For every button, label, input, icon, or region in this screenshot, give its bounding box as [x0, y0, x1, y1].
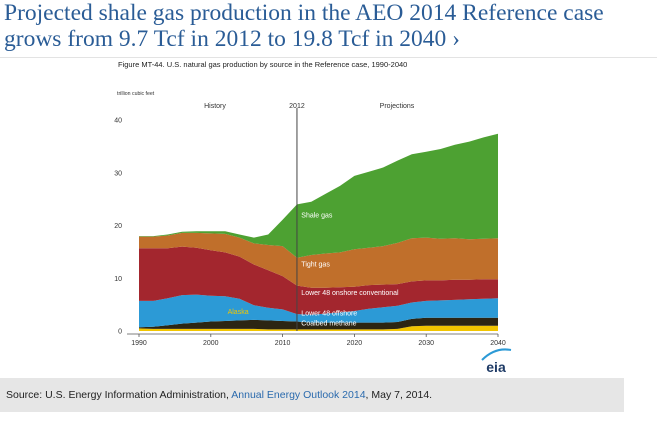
- projections-label: Projections: [380, 103, 415, 110]
- area-label-offshore: Lower 48 offshore: [301, 311, 357, 318]
- x-tick-label-1990: 1990: [131, 340, 147, 347]
- y-tick-label-20: 20: [114, 223, 122, 230]
- eia-logo-arc-icon: [481, 348, 512, 361]
- area-coalbed: [139, 317, 498, 330]
- area-layers: [139, 133, 498, 331]
- area-shale: [139, 133, 498, 258]
- area-label-onshore: Lower 48 onshore conventional: [301, 290, 399, 297]
- area-labels: Shale gas Tight gas Lower 48 onshore conve…: [228, 213, 399, 328]
- area-onshore: [139, 246, 498, 315]
- divider-2012-label: 2012: [289, 103, 305, 110]
- area-label-alaska: Alaska: [228, 309, 249, 316]
- area-alaska: [139, 325, 498, 331]
- area-tight: [139, 232, 498, 288]
- area-label-shale: Shale gas: [301, 213, 333, 220]
- eia-logo: eia: [481, 348, 512, 375]
- x-tick-label-2000: 2000: [203, 340, 219, 347]
- x-tick-label-2020: 2020: [347, 340, 363, 347]
- x-tick-label-2030: 2030: [418, 340, 434, 347]
- area-label-tight: Tight gas: [301, 262, 330, 269]
- source-caption: Source: U.S. Energy Information Administ…: [0, 378, 624, 412]
- area-label-coalbed: Coalbed methane: [301, 321, 356, 328]
- x-axis-ticks: 1990 2000 2010 2020 2030 2040: [131, 334, 506, 347]
- eia-logo-text: eia: [486, 359, 506, 375]
- y-axis-ticks: 0 10 20 30 40: [114, 118, 122, 336]
- source-link[interactable]: Annual Energy Outlook 2014: [231, 389, 366, 401]
- headline-link[interactable]: Projected shale gas production in the AE…: [4, 0, 604, 52]
- source-prefix: Source: U.S. Energy Information Administ…: [6, 389, 232, 401]
- y-axis-label: trillion cubic feet: [117, 91, 155, 97]
- headline-divider: [0, 57, 657, 58]
- y-tick-label-40: 40: [114, 118, 122, 125]
- y-tick-label-10: 10: [114, 276, 122, 283]
- y-tick-label-30: 30: [114, 170, 122, 177]
- x-tick-label-2010: 2010: [275, 340, 291, 347]
- y-tick-label-0: 0: [118, 329, 122, 336]
- source-suffix: , May 7, 2014.: [365, 389, 433, 401]
- chart-title: Figure MT-44. U.S. natural gas productio…: [118, 60, 407, 69]
- x-tick-label-2040: 2040: [490, 340, 506, 347]
- production-chart: Figure MT-44. U.S. natural gas productio…: [114, 60, 512, 375]
- area-offshore: [139, 294, 498, 328]
- history-label: History: [204, 103, 226, 110]
